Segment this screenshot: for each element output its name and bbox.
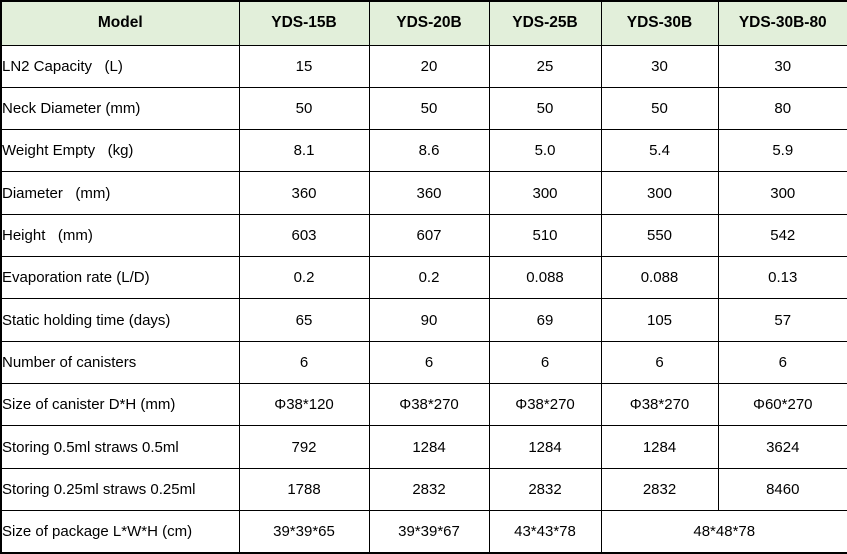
spec-value: 1788 — [238, 467, 370, 512]
spec-value: 39*39*65 — [238, 510, 370, 554]
spec-value: 0.088 — [600, 256, 719, 300]
spec-value: Φ60*270 — [717, 383, 847, 427]
table-row-storing-05ml: Storing 0.5ml straws 0.5ml 792 1284 1284… — [0, 425, 847, 469]
spec-value: 80 — [717, 86, 847, 131]
spec-value: 50 — [368, 86, 490, 131]
table-row-storing-025ml: Storing 0.25ml straws 0.25ml 1788 2832 2… — [0, 467, 847, 512]
spec-value: 360 — [368, 171, 490, 215]
spec-value: 6 — [368, 340, 490, 385]
spec-value: 39*39*67 — [368, 510, 490, 554]
column-header-yds-25b: YDS-25B — [488, 0, 602, 46]
table-row-number-of-canisters: Number of canisters 6 6 6 6 6 — [0, 340, 847, 385]
table-row-weight-empty: Weight Empty (kg) 8.1 8.6 5.0 5.4 5.9 — [0, 129, 847, 173]
spec-value: 603 — [238, 213, 370, 258]
spec-value: 2832 — [368, 467, 490, 512]
spec-value: 2832 — [488, 467, 602, 512]
row-label: Size of package L*W*H (cm) — [0, 510, 240, 554]
row-label: Static holding time (days) — [0, 298, 240, 342]
row-label: Height (mm) — [0, 213, 240, 258]
table-row-evaporation-rate: Evaporation rate (L/D) 0.2 0.2 0.088 0.0… — [0, 256, 847, 300]
spec-value: 6 — [600, 340, 719, 385]
spec-value: 20 — [368, 44, 490, 88]
spec-value: 50 — [600, 86, 719, 131]
table-row-package-size: Size of package L*W*H (cm) 39*39*65 39*3… — [0, 510, 847, 554]
spec-value: 6 — [488, 340, 602, 385]
row-label: Neck Diameter (mm) — [0, 86, 240, 131]
spec-value: 0.2 — [368, 256, 490, 300]
spec-value: 550 — [600, 213, 719, 258]
spec-value: 300 — [717, 171, 847, 215]
spec-value: 2832 — [600, 467, 719, 512]
column-header-yds-15b: YDS-15B — [238, 0, 370, 46]
table-row-static-holding-time: Static holding time (days) 65 90 69 105 … — [0, 298, 847, 342]
spec-value: Φ38*270 — [368, 383, 490, 427]
spec-value: 5.4 — [600, 129, 719, 173]
spec-value: 69 — [488, 298, 602, 342]
column-header-yds-30b-80: YDS-30B-80 — [717, 0, 847, 46]
spec-value: 1284 — [600, 425, 719, 469]
row-label: Storing 0.25ml straws 0.25ml — [0, 467, 240, 512]
row-label: Storing 0.5ml straws 0.5ml — [0, 425, 240, 469]
table-row-neck-diameter: Neck Diameter (mm) 50 50 50 50 80 — [0, 86, 847, 131]
spec-value: 8.1 — [238, 129, 370, 173]
table-row-diameter: Diameter (mm) 360 360 300 300 300 — [0, 171, 847, 215]
spec-value: 65 — [238, 298, 370, 342]
spec-value: 6 — [717, 340, 847, 385]
spec-value: 792 — [238, 425, 370, 469]
spec-value: 3624 — [717, 425, 847, 469]
spec-value: 5.0 — [488, 129, 602, 173]
table-row-canister-size: Size of canister D*H (mm) Φ38*120 Φ38*27… — [0, 383, 847, 427]
spec-value: 57 — [717, 298, 847, 342]
spec-value: 25 — [488, 44, 602, 88]
spec-value: 0.2 — [238, 256, 370, 300]
spec-value-merged: 48*48*78 — [600, 510, 847, 554]
spec-value: 30 — [717, 44, 847, 88]
column-header-yds-20b: YDS-20B — [368, 0, 490, 46]
spec-value: 5.9 — [717, 129, 847, 173]
spec-value: 300 — [488, 171, 602, 215]
spec-value: 0.088 — [488, 256, 602, 300]
spec-value: Φ38*270 — [488, 383, 602, 427]
spec-value: 50 — [238, 86, 370, 131]
row-label: Evaporation rate (L/D) — [0, 256, 240, 300]
spec-value: 15 — [238, 44, 370, 88]
spec-value: 43*43*78 — [488, 510, 602, 554]
row-label: Number of canisters — [0, 340, 240, 385]
table-row-height: Height (mm) 603 607 510 550 542 — [0, 213, 847, 258]
row-label: Diameter (mm) — [0, 171, 240, 215]
row-label: LN2 Capacity (L) — [0, 44, 240, 88]
spec-value: 1284 — [368, 425, 490, 469]
spec-value: Φ38*270 — [600, 383, 719, 427]
column-header-yds-30b: YDS-30B — [600, 0, 719, 46]
spec-value: 6 — [238, 340, 370, 385]
row-label: Weight Empty (kg) — [0, 129, 240, 173]
spec-value: 1284 — [488, 425, 602, 469]
spec-value: 542 — [717, 213, 847, 258]
spec-value: 8.6 — [368, 129, 490, 173]
spec-value: 30 — [600, 44, 719, 88]
row-label: Size of canister D*H (mm) — [0, 383, 240, 427]
spec-value: 510 — [488, 213, 602, 258]
spec-value: 0.13 — [717, 256, 847, 300]
table-row-ln2-capacity: LN2 Capacity (L) 15 20 25 30 30 — [0, 44, 847, 88]
header-row: Model YDS-15B YDS-20B YDS-25B YDS-30B YD… — [0, 0, 847, 46]
spec-value: 607 — [368, 213, 490, 258]
spec-value: 90 — [368, 298, 490, 342]
spec-value: 8460 — [717, 467, 847, 512]
spec-value: Φ38*120 — [238, 383, 370, 427]
column-header-model: Model — [0, 0, 240, 46]
spec-value: 105 — [600, 298, 719, 342]
spec-value: 360 — [238, 171, 370, 215]
spec-value: 50 — [488, 86, 602, 131]
spec-value: 300 — [600, 171, 719, 215]
